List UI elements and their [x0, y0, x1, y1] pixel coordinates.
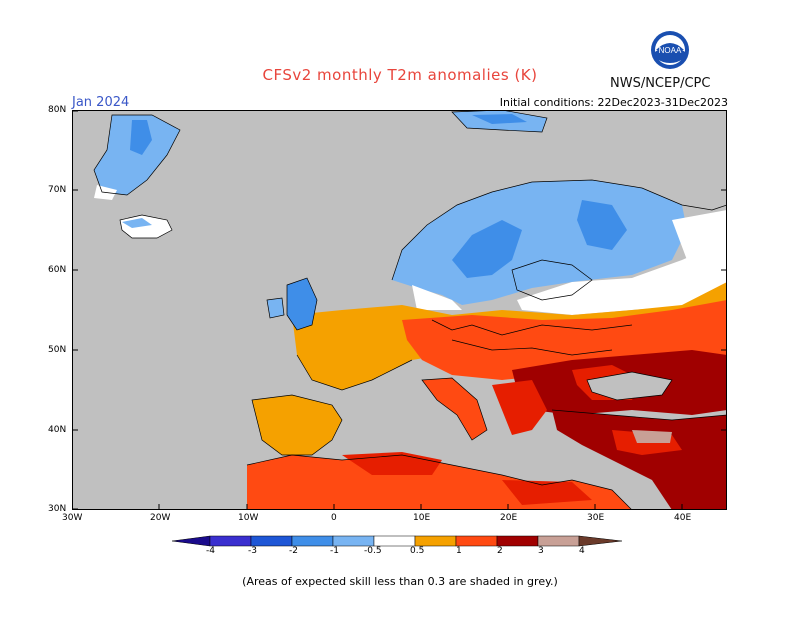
legend-label: 1 [456, 546, 462, 556]
forecast-month: Jan 2024 [72, 95, 130, 110]
lat-label: 40N [48, 425, 67, 435]
lon-label: 10W [238, 513, 259, 523]
lon-label: 20W [150, 513, 171, 523]
lon-label: 20E [500, 513, 518, 523]
legend-label: 0.5 [410, 546, 425, 556]
lon-label: 40E [674, 513, 692, 523]
lat-label: 80N [48, 105, 67, 115]
anomaly-map [72, 110, 727, 510]
svg-text:NOAA: NOAA [659, 46, 682, 55]
legend-label: -0.5 [364, 546, 382, 556]
noaa-logo: NOAA [651, 31, 689, 69]
lon-label: 30W [62, 513, 83, 523]
legend-label: -2 [289, 546, 298, 556]
skill-footnote: (Areas of expected skill less than 0.3 a… [242, 575, 558, 588]
legend-label: 3 [538, 546, 544, 556]
lon-label: 10E [413, 513, 431, 523]
lat-label: 70N [48, 185, 67, 195]
lat-label: 50N [48, 345, 67, 355]
legend-label: -4 [206, 546, 215, 556]
agency-label: NWS/NCEP/CPC [610, 76, 711, 91]
lat-label: 30N [48, 504, 67, 514]
lon-label: 0 [331, 513, 337, 523]
legend-label: 2 [497, 546, 503, 556]
legend-label: -1 [330, 546, 339, 556]
initial-conditions: Initial conditions: 22Dec2023-31Dec2023 [499, 96, 728, 109]
map-title: CFSv2 monthly T2m anomalies (K) [262, 66, 538, 84]
legend-label: -3 [248, 546, 257, 556]
lon-label: 30E [587, 513, 605, 523]
legend-label: 4 [579, 546, 585, 556]
lat-label: 60N [48, 265, 67, 275]
color-legend [172, 535, 623, 547]
